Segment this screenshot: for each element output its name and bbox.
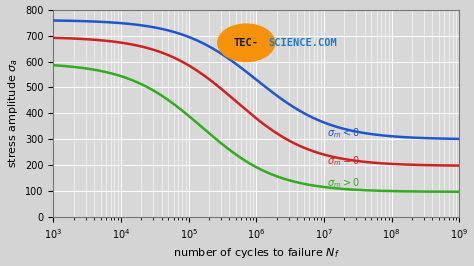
Ellipse shape <box>218 24 274 61</box>
Text: TEC-: TEC- <box>234 38 259 48</box>
Y-axis label: stress amplitude $\sigma_a$: stress amplitude $\sigma_a$ <box>6 59 19 168</box>
Text: SCIENCE.COM: SCIENCE.COM <box>269 38 337 48</box>
Text: $\sigma_m>0$: $\sigma_m>0$ <box>328 177 360 190</box>
Text: $\sigma_m=0$: $\sigma_m=0$ <box>328 154 360 168</box>
Text: $\sigma_m<0$: $\sigma_m<0$ <box>328 126 360 140</box>
X-axis label: number of cycles to failure $N_f$: number of cycles to failure $N_f$ <box>173 246 340 260</box>
